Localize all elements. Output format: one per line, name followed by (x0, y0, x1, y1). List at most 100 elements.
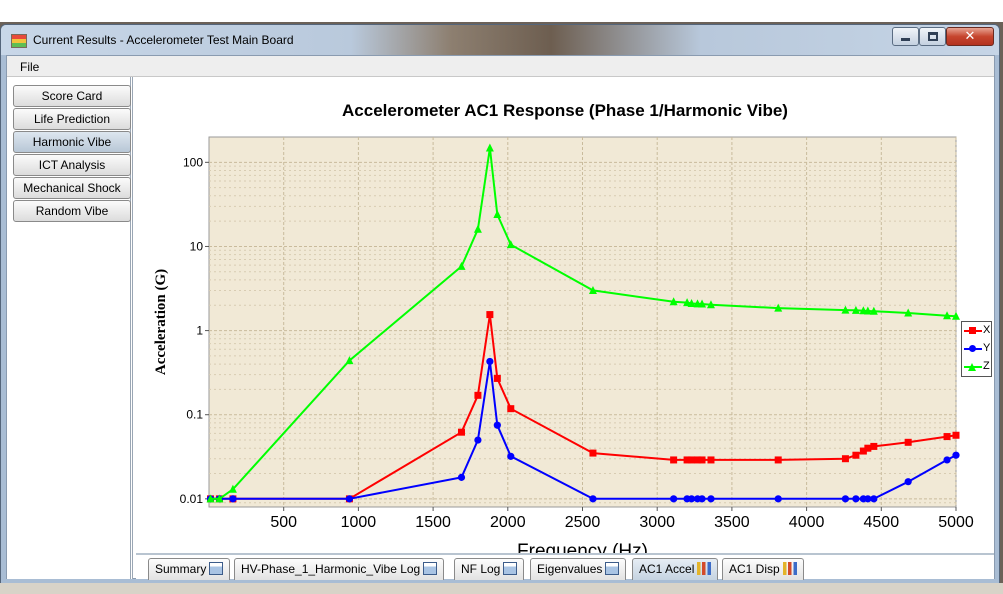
chart-panel: Accelerometer AC1 Response (Phase 1/Harm… (136, 77, 994, 580)
y-tick-label: 10 (190, 239, 204, 253)
data-point-z (669, 297, 678, 306)
app-icon (11, 34, 27, 48)
y-axis-label: Acceleration (G) (153, 269, 169, 375)
data-point-z (841, 305, 850, 314)
triangle-marker-icon (968, 363, 976, 371)
data-point-z (493, 209, 502, 218)
x-tick-label: 1500 (415, 514, 451, 531)
maximize-button[interactable] (919, 27, 946, 46)
bar-chart-icon (782, 562, 797, 575)
menu-file[interactable]: File (20, 60, 40, 74)
data-point-z (706, 300, 715, 309)
data-point-z (863, 306, 872, 315)
legend-label-y: Y (983, 342, 991, 354)
data-point-y (774, 495, 782, 503)
data-point-z (345, 356, 354, 365)
data-point-x (952, 431, 960, 439)
data-point-y (698, 495, 706, 503)
data-point-x (507, 405, 515, 413)
x-tick-label: 2500 (565, 514, 601, 531)
data-point-z (774, 303, 783, 312)
data-point-z (698, 299, 707, 308)
y-tick-label: 0.01 (180, 492, 204, 506)
data-point-y (904, 478, 912, 486)
sidebar-item-mechanical-shock[interactable]: Mechanical Shock (13, 177, 131, 199)
data-point-z (206, 494, 215, 503)
tab-ac1-accel[interactable]: AC1 Accel (632, 558, 719, 580)
data-point-z (869, 306, 878, 315)
data-point-x (493, 374, 501, 382)
result-tab-bar: Summary HV-Phase_1_Harmonic_Vibe Log NF … (136, 553, 994, 580)
data-point-y (507, 452, 515, 460)
sidebar-item-ict-analysis[interactable]: ICT Analysis (13, 154, 131, 176)
data-point-x (943, 433, 951, 441)
y-tick-label: 1 (196, 324, 203, 338)
document-icon (503, 562, 518, 575)
data-point-z (215, 494, 224, 503)
data-point-y (670, 495, 678, 503)
data-point-y (687, 495, 696, 503)
data-point-y (943, 456, 951, 464)
data-point-x (457, 428, 465, 436)
data-point-y (229, 495, 237, 503)
data-point-y (589, 495, 597, 503)
analysis-sidebar: Score Card Life Prediction Harmonic Vibe… (7, 77, 133, 579)
tab-hv-log[interactable]: HV-Phase_1_Harmonic_Vibe Log (234, 558, 445, 580)
tab-ac1-disp[interactable]: AC1 Disp (722, 558, 804, 580)
series-z (206, 143, 960, 503)
data-point-x (688, 456, 696, 464)
document-icon (423, 562, 438, 575)
sidebar-item-random-vibe[interactable]: Random Vibe (13, 200, 131, 222)
x-tick-label: 4500 (864, 514, 900, 531)
x-tick-label: 2000 (490, 514, 526, 531)
x-tick-label: 500 (270, 514, 297, 531)
client-area: File Score Card Life Prediction Harmonic… (6, 55, 995, 580)
x-tick-label: 4000 (789, 514, 825, 531)
data-point-x (670, 456, 678, 464)
sidebar-item-score-card[interactable]: Score Card (13, 85, 131, 107)
data-point-x (904, 438, 912, 446)
tab-label: Eigenvalues (537, 562, 603, 576)
data-point-z (588, 285, 597, 294)
tab-summary[interactable]: Summary (148, 558, 231, 580)
data-point-x (841, 455, 849, 463)
menu-bar: File (7, 56, 994, 77)
data-point-z (506, 240, 515, 249)
window-title: Current Results - Accelerometer Test Mai… (33, 33, 294, 47)
acceleration-chart[interactable]: 0.01 0.1 1 10 100 500 1000 1500 2000 2500 3000 3500… (136, 77, 994, 553)
data-point-x (707, 456, 715, 464)
tab-label: NF Log (461, 562, 501, 576)
tab-label: Summary (155, 562, 207, 576)
square-marker-icon (969, 327, 976, 334)
sidebar-item-harmonic-vibe[interactable]: Harmonic Vibe (13, 131, 131, 153)
chart-title: Accelerometer AC1 Response (Phase 1/Harm… (342, 101, 788, 120)
legend-item-z: Z (964, 360, 992, 374)
title-bar[interactable]: Current Results - Accelerometer Test Mai… (1, 25, 999, 55)
tab-eigenvalues[interactable]: Eigenvalues (530, 558, 627, 580)
data-point-y (486, 357, 494, 366)
document-icon (605, 562, 620, 575)
legend-label-z: Z (983, 360, 990, 372)
maximize-icon (927, 32, 938, 41)
x-tick-label: 1000 (341, 514, 377, 531)
minimize-button[interactable] (892, 27, 919, 46)
data-point-x (694, 456, 702, 464)
data-point-z (473, 224, 482, 233)
desktop-taskbar-strip (0, 583, 1003, 594)
results-window: Current Results - Accelerometer Test Mai… (0, 24, 1000, 584)
series-y (206, 357, 960, 503)
close-button[interactable]: ✕ (946, 27, 994, 46)
data-point-x (852, 451, 860, 459)
data-point-z (952, 311, 960, 320)
tab-label: AC1 Accel (639, 562, 695, 576)
data-point-y (707, 495, 715, 503)
tab-label: AC1 Disp (729, 562, 780, 576)
data-point-z (851, 305, 860, 314)
legend-label-x: X (983, 324, 991, 336)
tab-nf-log[interactable]: NF Log (454, 558, 525, 580)
sidebar-item-life-prediction[interactable]: Life Prediction (13, 108, 131, 130)
data-point-x (870, 442, 878, 450)
data-point-x (698, 456, 706, 464)
desktop-background-top (0, 0, 1003, 22)
document-icon (209, 562, 224, 575)
